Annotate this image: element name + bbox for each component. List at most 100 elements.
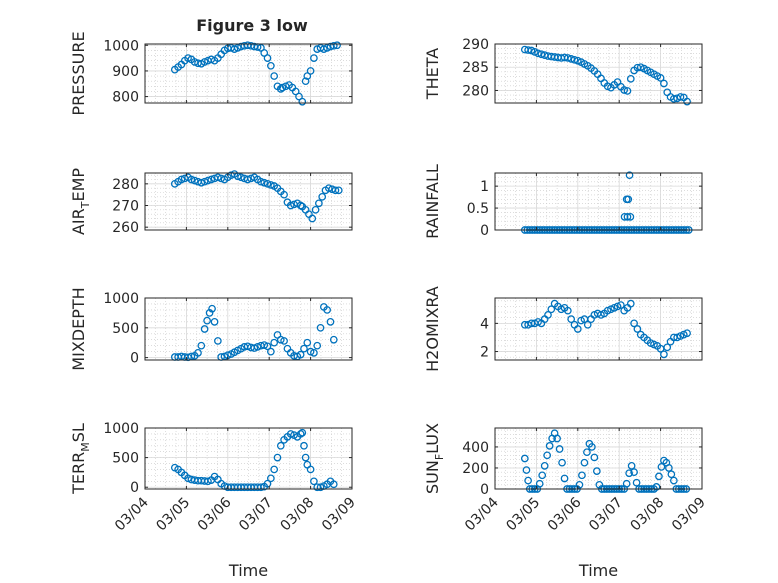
data-series bbox=[170, 41, 341, 106]
data-point bbox=[214, 173, 222, 182]
data-point bbox=[276, 335, 285, 344]
tick-marks bbox=[144, 44, 353, 103]
data-point bbox=[253, 343, 262, 351]
axes-box bbox=[494, 43, 703, 104]
y-axis-label: RAINFALL bbox=[423, 164, 442, 239]
x-tick-label: 03/07 bbox=[586, 495, 626, 535]
data-point bbox=[623, 213, 632, 221]
y-tick-label: 900 bbox=[112, 64, 139, 80]
data-point bbox=[575, 480, 584, 489]
data-point bbox=[676, 93, 685, 101]
data-point bbox=[197, 341, 206, 350]
tick-marks bbox=[144, 173, 353, 230]
data-point bbox=[296, 201, 305, 210]
y-tick-label: 0.5 bbox=[467, 201, 489, 217]
data-point bbox=[683, 97, 691, 106]
data-point bbox=[276, 441, 285, 450]
data-point bbox=[564, 54, 572, 62]
data-point bbox=[270, 465, 279, 474]
x-tick-label: 03/08 bbox=[278, 495, 318, 535]
data-point bbox=[329, 41, 338, 50]
data-point bbox=[267, 61, 275, 70]
x-tick-label: 03/09 bbox=[319, 495, 359, 535]
tick-marks bbox=[144, 297, 353, 360]
data-point bbox=[301, 77, 310, 86]
figure-title: Figure 3 low bbox=[196, 16, 308, 35]
data-point bbox=[592, 467, 601, 475]
data-point bbox=[214, 337, 222, 345]
axes-box bbox=[494, 427, 703, 490]
data-point bbox=[590, 453, 599, 462]
data-point bbox=[257, 483, 265, 492]
data-point bbox=[323, 306, 332, 314]
data-point bbox=[524, 476, 532, 485]
data-point bbox=[632, 478, 641, 487]
data-point bbox=[310, 348, 318, 357]
data-point bbox=[625, 171, 634, 180]
data-series bbox=[520, 299, 691, 359]
data-point bbox=[203, 316, 211, 325]
data-point bbox=[652, 483, 661, 491]
data-point bbox=[298, 97, 307, 106]
y-tick-label: 1000 bbox=[103, 38, 139, 54]
x-tick-label: 03/07 bbox=[236, 495, 276, 535]
data-point bbox=[573, 325, 582, 333]
data-point bbox=[657, 463, 666, 471]
data-point bbox=[630, 468, 638, 477]
tick-marks bbox=[494, 43, 703, 103]
data-point bbox=[267, 347, 275, 356]
data-point bbox=[316, 323, 325, 332]
data-point bbox=[324, 184, 333, 193]
data-point bbox=[280, 190, 288, 199]
y-axis-label: SUNFLUX bbox=[423, 423, 446, 494]
data-point bbox=[626, 213, 635, 221]
data-point bbox=[588, 443, 596, 451]
data-point bbox=[306, 67, 315, 75]
data-point bbox=[260, 341, 269, 349]
y-tick-label: 280 bbox=[462, 83, 489, 99]
data-series bbox=[520, 45, 691, 106]
data-point bbox=[567, 55, 576, 63]
data-point bbox=[583, 448, 591, 457]
data-point bbox=[660, 79, 668, 88]
data-point bbox=[237, 173, 245, 182]
axes-box bbox=[144, 172, 353, 231]
data-point bbox=[583, 320, 592, 329]
data-point bbox=[296, 430, 305, 438]
data-point bbox=[316, 483, 325, 492]
x-tick-label: 03/06 bbox=[195, 494, 235, 534]
subplot-sun-flux: 0 200 400 SUNFLUX 03/04 03/05 03/06 03/07 03/08 0… bbox=[423, 423, 709, 580]
data-point bbox=[522, 466, 531, 474]
y-tick-label: 400 bbox=[462, 440, 489, 456]
data-point bbox=[524, 46, 532, 54]
data-point bbox=[580, 458, 589, 467]
x-tick-label: 03/04 bbox=[462, 494, 502, 534]
minor-grid bbox=[144, 427, 353, 489]
x-tick-label: 03/09 bbox=[669, 495, 709, 535]
data-point bbox=[564, 306, 572, 315]
subplot-pressure: 800 900 1000 PRESSURE bbox=[69, 31, 353, 116]
data-point bbox=[544, 311, 552, 319]
data-point bbox=[578, 471, 586, 480]
data-point bbox=[286, 201, 295, 210]
data-point bbox=[630, 319, 638, 328]
data-point bbox=[315, 199, 323, 208]
axes-box bbox=[144, 297, 353, 361]
x-tick-label: 03/06 bbox=[545, 494, 585, 534]
subplot-terr-msl: 0 500 1000 TERRMSL 03/04 03/05 03/06 03/07 03/08… bbox=[69, 421, 359, 580]
y-axis-label: TERRMSL bbox=[69, 423, 92, 495]
y-tick-label: 200 bbox=[462, 461, 489, 477]
y-tick-label: 2 bbox=[480, 345, 489, 361]
tick-marks bbox=[494, 298, 703, 360]
subplot-theta: 280 285 290 THETA bbox=[423, 37, 703, 106]
y-tick-label: 1000 bbox=[103, 421, 139, 437]
y-tick-label: 0 bbox=[130, 351, 139, 367]
y-axis-label: H2OMIXRA bbox=[423, 286, 442, 372]
data-series bbox=[170, 170, 343, 223]
y-tick-label: 500 bbox=[112, 451, 139, 467]
data-point bbox=[250, 344, 259, 352]
data-point bbox=[260, 178, 269, 187]
x-tick-label: 03/08 bbox=[628, 495, 668, 535]
data-point bbox=[669, 476, 678, 485]
data-point bbox=[656, 74, 665, 82]
